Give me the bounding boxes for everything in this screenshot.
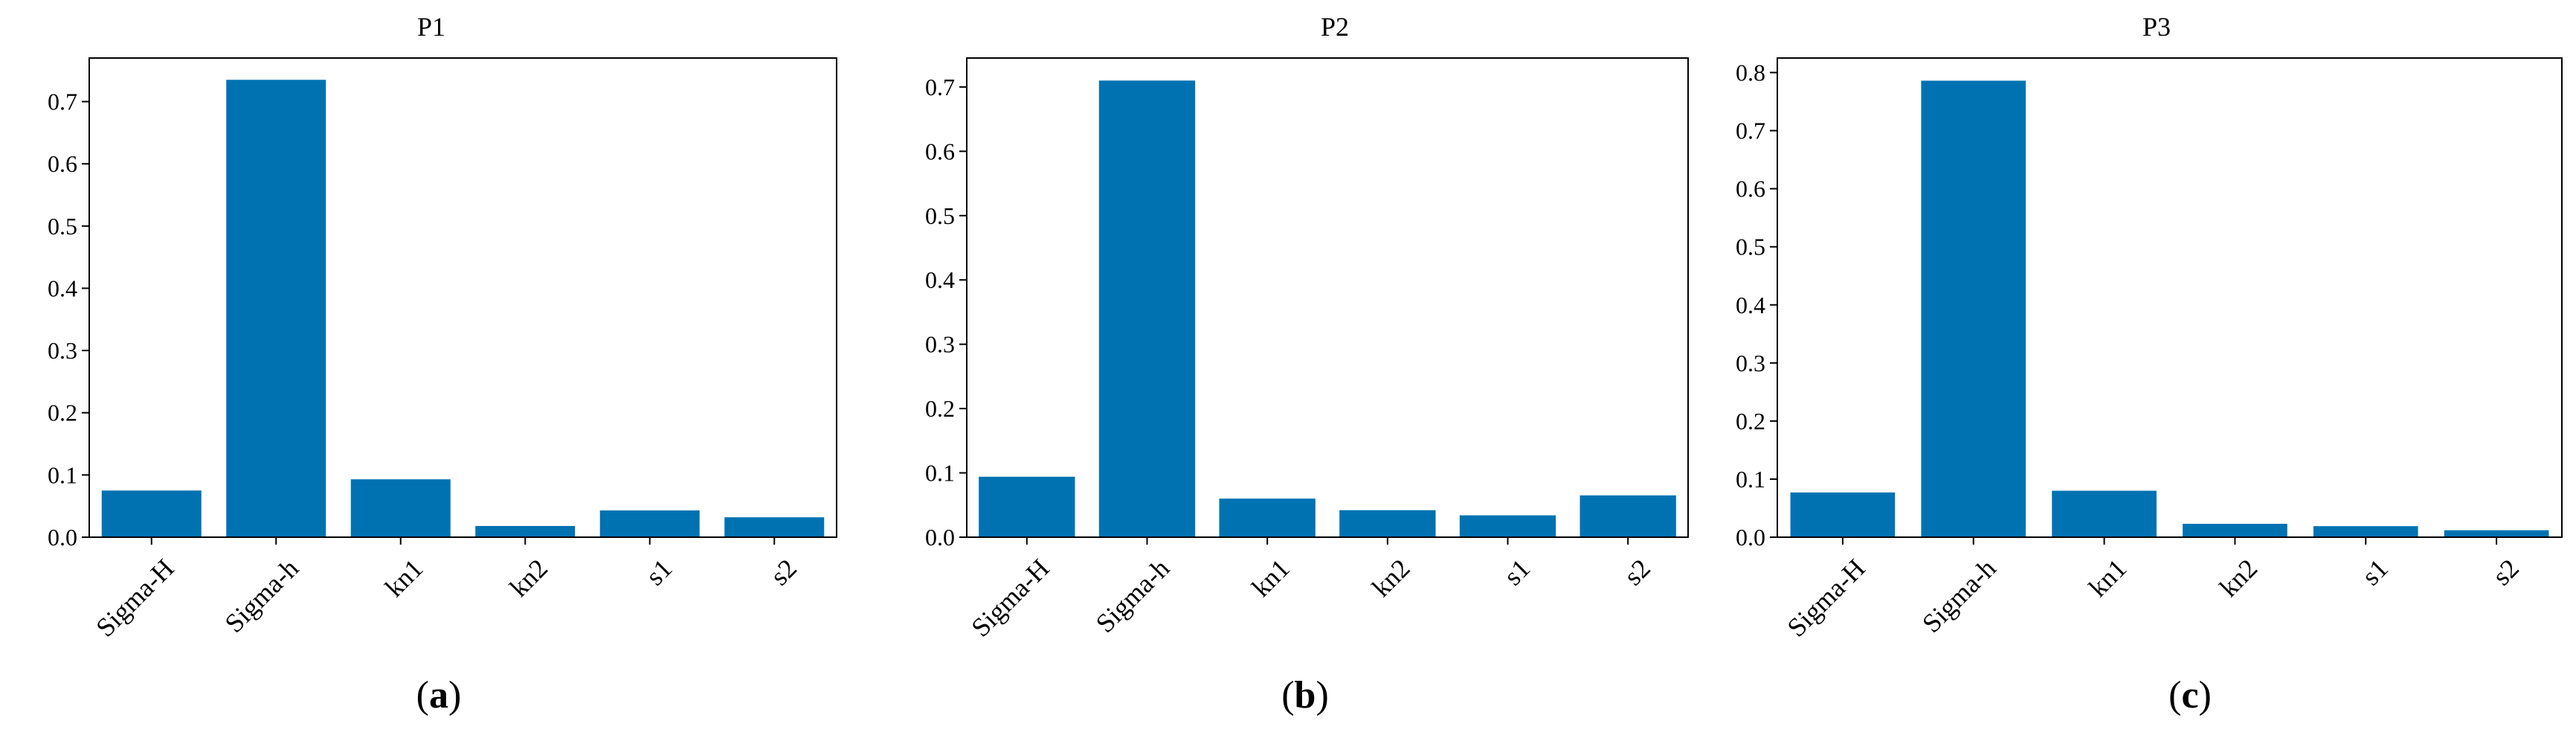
- y-tick-label: 0.2: [48, 400, 77, 426]
- x-category-label: kn1: [2083, 553, 2132, 602]
- x-category-label: Sigma-H: [90, 553, 179, 642]
- y-tick-label: 0.5: [48, 213, 77, 240]
- bar-kn2: [475, 525, 576, 537]
- chart-title: P1: [417, 12, 445, 42]
- y-tick-label: 0.2: [925, 395, 955, 422]
- bar-s1: [2313, 526, 2418, 537]
- bar-kn1: [350, 479, 451, 537]
- caption-c: (c): [2168, 674, 2212, 716]
- x-category-label: s1: [2356, 553, 2394, 591]
- y-tick-label: 0.6: [48, 150, 77, 177]
- bar-s2: [1580, 495, 1676, 537]
- y-tick-label: 0.7: [48, 89, 77, 115]
- y-tick-label: 0.8: [1736, 60, 1765, 86]
- bar-sigma-h: [979, 476, 1075, 537]
- x-category-label: Sigma-H: [965, 553, 1054, 642]
- bar-kn2: [1339, 510, 1436, 537]
- x-category-label: kn1: [1246, 553, 1295, 602]
- bar-s2: [724, 517, 825, 537]
- y-tick-label: 0.3: [1736, 350, 1765, 376]
- bar-kn1: [1219, 498, 1316, 537]
- y-tick-label: 0.5: [1736, 234, 1765, 260]
- y-tick-label: 0.7: [1736, 118, 1765, 144]
- x-category-label: Sigma-h: [1916, 553, 2002, 638]
- chart-panel-a: P1 0.0 0.1 0.2 0.3 0.4 0.5 0.6 0.7 Sigma-H Sigma-h…: [0, 0, 859, 747]
- bar-s2: [2444, 530, 2549, 537]
- caption-b: (b): [1281, 674, 1329, 716]
- x-category-label: s2: [764, 553, 802, 591]
- y-tick-label: 0.3: [925, 331, 955, 358]
- chart-panel-b: P2 0.0 0.1 0.2 0.3 0.4 0.5 0.6 0.7 Sigma-H Sigma-h…: [863, 0, 1722, 747]
- bar-sigma-h: [1921, 80, 2026, 538]
- y-tick-label: 0.3: [48, 337, 77, 364]
- y-tick-label: 0.7: [925, 74, 955, 100]
- caption-a: (a): [416, 674, 462, 716]
- y-tick-label: 0.5: [925, 202, 955, 229]
- bar-s1: [1459, 515, 1556, 537]
- bar-chart-p3: P3 0.0 0.1 0.2 0.3 0.4 0.5 0.6 0.7 0.8 Sigma-H Sigm…: [1736, 12, 2563, 643]
- x-category-label: kn2: [1366, 553, 1415, 602]
- x-category-label: s2: [1618, 553, 1656, 591]
- bar-sigma-h: [1098, 80, 1196, 538]
- bar-s1: [599, 510, 700, 537]
- plot-frame: [88, 57, 837, 538]
- y-tick-label: 0.1: [48, 461, 77, 488]
- y-tick-label: 0.0: [1736, 524, 1765, 551]
- y-tick-label: 0.0: [925, 524, 955, 551]
- x-category-label: Sigma-h: [1090, 553, 1176, 638]
- bar-chart-p1: P1 0.0 0.1 0.2 0.3 0.4 0.5 0.6 0.7 Sigma-H Sigma-h…: [48, 12, 837, 643]
- x-category-label: kn2: [2214, 553, 2263, 602]
- y-tick-label: 0.1: [925, 460, 955, 487]
- plot-frame: [966, 57, 1689, 538]
- y-tick-label: 0.6: [925, 138, 955, 164]
- y-tick-label: 0.4: [1736, 292, 1765, 318]
- x-category-label: s1: [640, 553, 678, 591]
- y-tick-label: 0.1: [1736, 466, 1765, 493]
- plot-frame: [1777, 57, 2563, 538]
- y-tick-label: 0.6: [1736, 176, 1765, 202]
- chart-title: P2: [1321, 12, 1349, 42]
- x-category-label: Sigma-H: [1781, 553, 1870, 642]
- bar-kn1: [2052, 490, 2157, 537]
- y-tick-label: 0.0: [48, 524, 77, 551]
- x-category-label: kn1: [379, 553, 428, 602]
- bar-sigma-h: [226, 80, 326, 538]
- bar-sigma-h: [101, 490, 202, 537]
- chart-panel-c: P3 0.0 0.1 0.2 0.3 0.4 0.5 0.6 0.7 0.8 Sigma-H Sigm…: [1718, 0, 2576, 747]
- bar-sigma-h: [1790, 492, 1896, 537]
- y-tick-label: 0.2: [1736, 408, 1765, 435]
- y-tick-label: 0.4: [925, 266, 955, 293]
- x-category-label: s2: [2487, 553, 2525, 591]
- bar-kn2: [2183, 524, 2287, 537]
- chart-title: P3: [2142, 12, 2171, 42]
- x-category-label: s1: [1498, 553, 1536, 591]
- bar-chart-p2: P2 0.0 0.1 0.2 0.3 0.4 0.5 0.6 0.7 Sigma-H Sigma-h…: [925, 12, 1689, 643]
- x-category-label: kn2: [504, 553, 553, 602]
- x-category-label: Sigma-h: [219, 553, 304, 638]
- y-tick-label: 0.4: [48, 275, 77, 301]
